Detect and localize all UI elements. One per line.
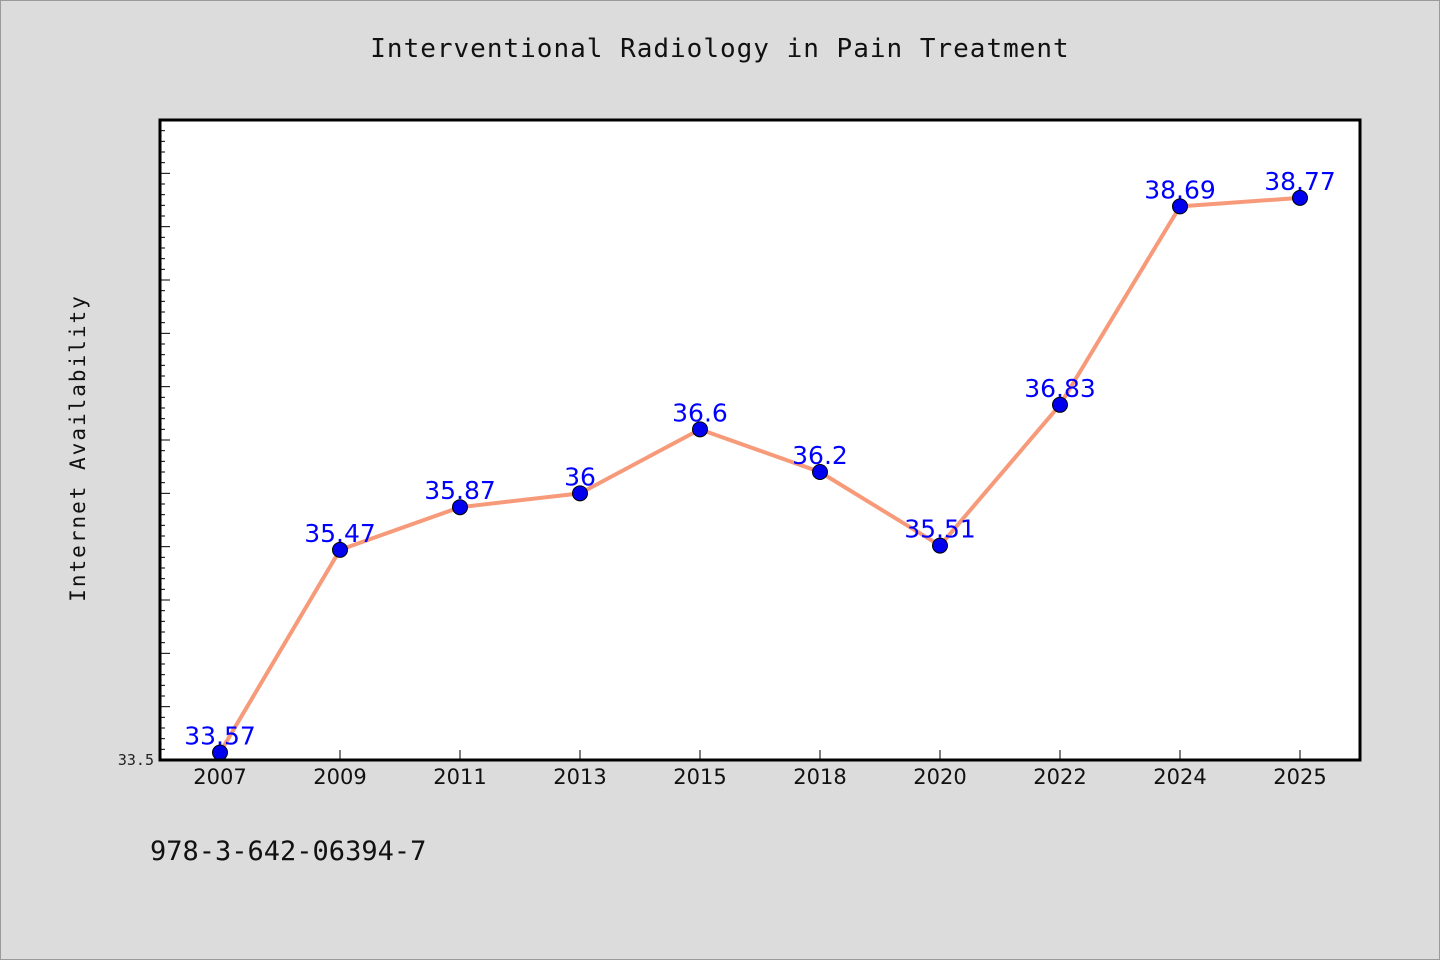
data-label: 36 xyxy=(564,462,596,491)
data-label: 36.6 xyxy=(672,398,728,427)
data-point xyxy=(692,421,708,438)
data-point xyxy=(452,499,468,516)
data-point xyxy=(572,485,588,502)
x-tick-label: 2025 xyxy=(1273,765,1326,789)
x-tick-label: 2024 xyxy=(1153,765,1206,789)
y-tick-label: 33.5 xyxy=(118,751,154,769)
x-tick-label: 2022 xyxy=(1033,765,1086,789)
data-label: 38.69 xyxy=(1144,175,1216,204)
data-label: 35.51 xyxy=(904,515,976,544)
data-label: 36.2 xyxy=(792,441,848,470)
x-tick-label: 2011 xyxy=(433,765,486,789)
data-point xyxy=(1052,396,1068,413)
x-tick-label: 2018 xyxy=(793,765,846,789)
x-tick-label: 2020 xyxy=(913,765,966,789)
plot-area xyxy=(160,120,1360,760)
x-tick-label: 2007 xyxy=(193,765,246,789)
x-tick-label: 2013 xyxy=(553,765,606,789)
data-label: 38.77 xyxy=(1264,167,1336,196)
data-point xyxy=(1172,198,1188,215)
data-point xyxy=(1292,189,1308,206)
chart-title: Interventional Radiology in Pain Treatme… xyxy=(370,34,1070,64)
data-label: 36.83 xyxy=(1024,374,1096,403)
data-point xyxy=(812,464,828,480)
data-label: 35.87 xyxy=(424,476,496,505)
data-point xyxy=(332,541,348,558)
plot-border xyxy=(158,118,1362,762)
x-axis-ticks: 2007 2009 2011 2013 2015 2018 2020 2022 2024 2025 xyxy=(193,750,1327,789)
data-label: 33.57 xyxy=(184,722,256,751)
series-layer: 33.57 35.47 35.87 36 36.6 36.2 35.51 36.83 38.69… xyxy=(184,167,1336,761)
data-point xyxy=(932,537,948,554)
data-label: 35.47 xyxy=(304,519,376,548)
isbn-text: 978-3-642-06394-7 xyxy=(150,836,427,867)
x-tick-label: 2009 xyxy=(313,765,366,789)
series-line xyxy=(218,195,1301,754)
x-tick-label: 2015 xyxy=(673,765,726,789)
